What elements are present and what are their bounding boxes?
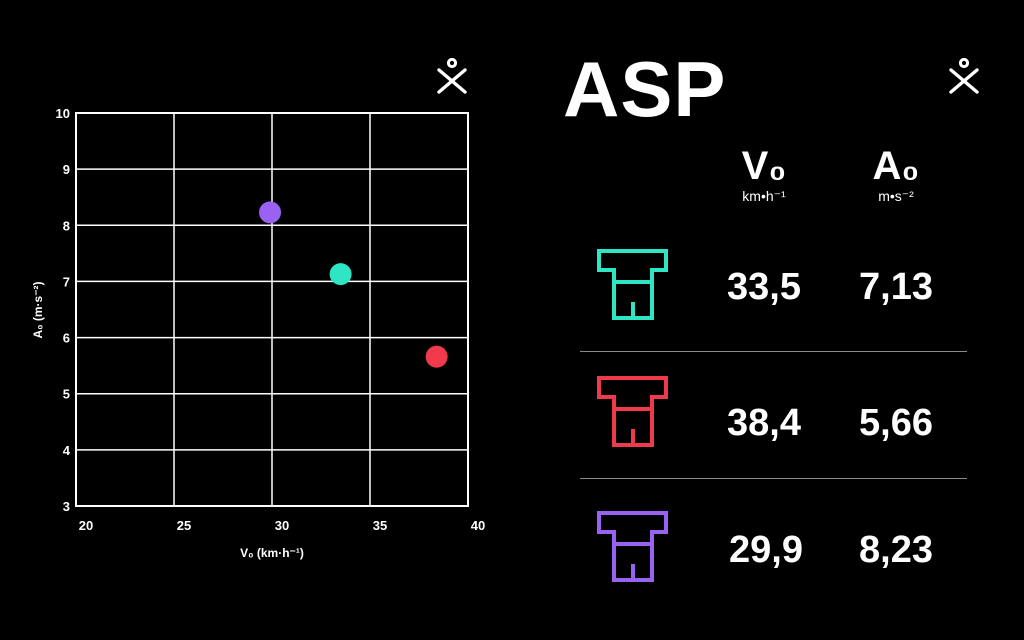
row-v0-value: 38,4 — [727, 402, 801, 444]
y-tick-label: 3 — [63, 499, 70, 514]
data-point — [259, 201, 282, 224]
x-axis-title: V₀ (km·h⁻¹) — [240, 546, 304, 560]
row-divider — [580, 478, 967, 479]
column-symbol: A₀ — [872, 144, 920, 188]
row-divider — [580, 351, 967, 352]
column-header-v0: V₀ km•h⁻¹ — [704, 146, 824, 205]
column-unit: m•s⁻² — [878, 188, 914, 204]
x-tick-label: 30 — [275, 518, 289, 533]
y-axis-title: A₀ (m·s⁻²) — [31, 281, 45, 338]
data-point — [425, 345, 448, 368]
data-point — [329, 263, 352, 286]
column-header-a0: A₀ m•s⁻² — [836, 146, 956, 205]
stick-figure-logo-icon — [949, 58, 979, 94]
jersey-icon — [597, 511, 668, 582]
panel-title: ASP — [563, 45, 727, 133]
y-tick-label: 9 — [63, 162, 70, 177]
scatter-chart: 20 25 30 35 40 3 4 5 6 7 8 9 10 V₀ (km·h⁻¹) A₀ (m·s⁻²) — [31, 106, 485, 560]
row-v0-value: 33,5 — [727, 266, 801, 308]
y-tick-label: 4 — [63, 443, 71, 458]
stick-figure-logo-icon — [437, 58, 467, 94]
y-tick-label: 7 — [63, 274, 70, 289]
x-tick-label: 25 — [177, 518, 191, 533]
column-unit: km•h⁻¹ — [742, 188, 786, 204]
y-tick-label: 6 — [63, 331, 70, 346]
y-tick-label: 10 — [56, 106, 70, 121]
x-tick-label: 20 — [79, 518, 93, 533]
column-symbol: V₀ — [741, 144, 787, 188]
row-a0-value: 8,23 — [859, 529, 933, 571]
x-tick-label: 40 — [471, 518, 485, 533]
x-tick-label: 35 — [373, 518, 387, 533]
row-a0-value: 5,66 — [859, 402, 933, 444]
row-v0-value: 29,9 — [729, 529, 803, 571]
y-tick-label: 5 — [63, 387, 70, 402]
row-a0-value: 7,13 — [859, 266, 933, 308]
y-tick-label: 8 — [63, 218, 70, 233]
jersey-icon — [597, 249, 668, 320]
jersey-icon — [597, 376, 668, 447]
